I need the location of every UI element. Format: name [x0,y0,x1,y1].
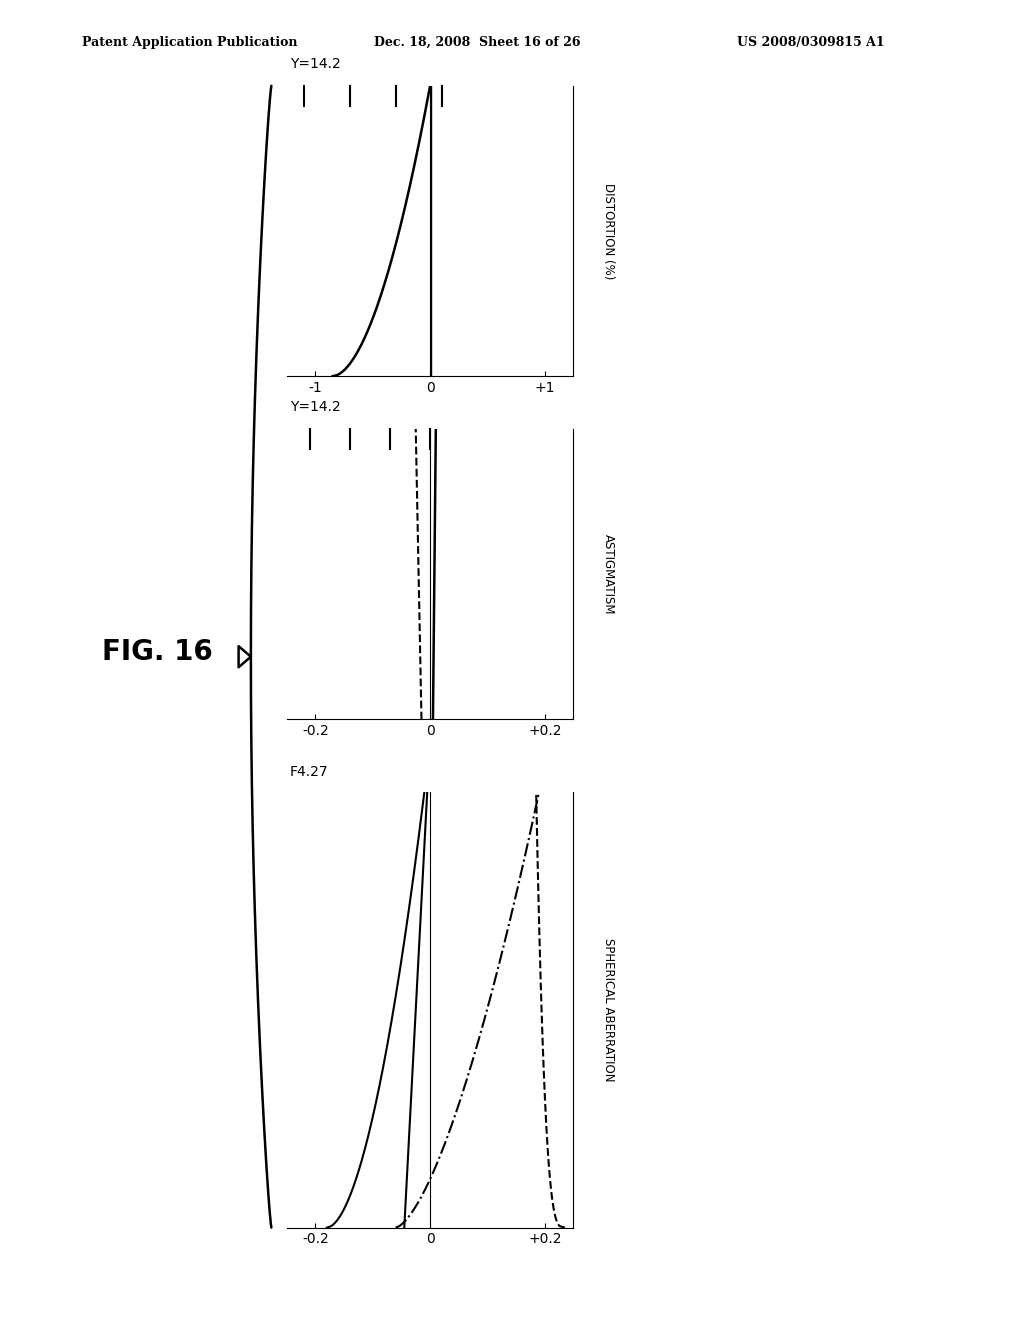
Text: Patent Application Publication: Patent Application Publication [82,36,297,49]
Text: Y=14.2: Y=14.2 [290,400,340,414]
Text: ASTIGMATISM: ASTIGMATISM [602,535,615,614]
Text: SPHERICAL ABERRATION: SPHERICAL ABERRATION [602,939,615,1081]
Text: US 2008/0309815 A1: US 2008/0309815 A1 [737,36,885,49]
Text: FIG. 16: FIG. 16 [102,638,213,667]
Text: DISTORTION (%): DISTORTION (%) [602,182,615,280]
Text: Y=14.2: Y=14.2 [290,57,341,71]
Text: Dec. 18, 2008  Sheet 16 of 26: Dec. 18, 2008 Sheet 16 of 26 [374,36,581,49]
Text: F4.27: F4.27 [290,764,329,779]
